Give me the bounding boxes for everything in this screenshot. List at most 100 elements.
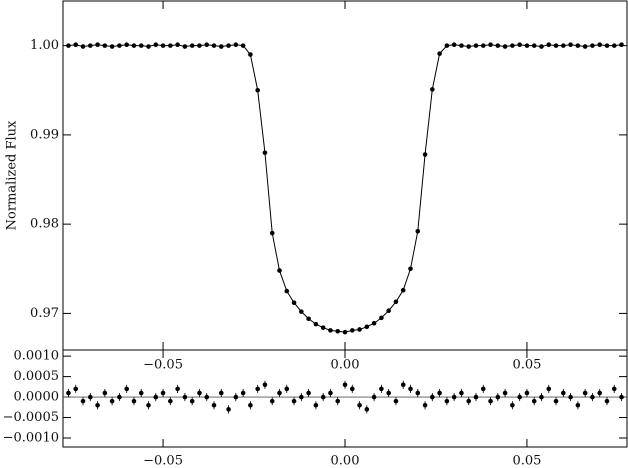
x-tick-label: 0.05 xyxy=(512,358,541,373)
data-point xyxy=(611,386,617,392)
data-point xyxy=(269,230,275,236)
data-point xyxy=(313,321,319,327)
data-point xyxy=(575,43,581,48)
data-point xyxy=(284,288,290,294)
data-point xyxy=(364,407,370,412)
data-point xyxy=(400,382,406,388)
x-tick-label: −0.05 xyxy=(143,358,183,373)
data-point xyxy=(430,87,435,92)
data-point xyxy=(495,43,501,48)
data-point xyxy=(444,43,450,48)
data-point xyxy=(117,394,122,400)
data-point xyxy=(422,402,428,408)
data-point xyxy=(517,394,522,400)
model-line xyxy=(68,44,622,333)
data-point xyxy=(604,398,610,404)
data-point xyxy=(175,42,180,48)
data-point xyxy=(131,398,137,404)
data-point xyxy=(66,43,71,48)
data-point xyxy=(284,386,290,392)
data-point xyxy=(262,150,268,156)
data-point xyxy=(408,266,413,272)
data-point xyxy=(553,398,559,404)
data-point xyxy=(510,43,515,48)
data-point xyxy=(393,299,399,305)
data-point xyxy=(73,386,79,392)
data-point xyxy=(109,44,115,49)
data-point xyxy=(408,386,413,392)
data-point xyxy=(299,309,304,314)
data-point xyxy=(291,300,297,305)
data-point xyxy=(153,394,159,400)
data-point xyxy=(146,44,151,49)
data-point xyxy=(553,43,559,48)
data-point xyxy=(561,390,566,396)
data-point xyxy=(262,382,268,388)
x-tick-label: 0.00 xyxy=(331,454,360,468)
data-point xyxy=(495,394,501,400)
data-point xyxy=(524,390,530,396)
data-point xyxy=(299,394,304,400)
data-point xyxy=(582,44,588,49)
y-tick-label: −0.0010 xyxy=(3,430,59,445)
data-point xyxy=(400,287,406,293)
y-tick-label: 0.97 xyxy=(30,306,59,321)
data-point xyxy=(502,390,508,396)
data-point xyxy=(611,43,617,48)
data-point xyxy=(349,386,355,392)
data-point xyxy=(160,43,166,48)
y-tick-label: 0.0010 xyxy=(14,349,60,364)
data-point xyxy=(95,42,100,48)
data-point xyxy=(604,43,610,48)
data-point xyxy=(371,394,377,400)
data-point xyxy=(102,43,108,48)
data-point xyxy=(109,398,115,404)
data-point xyxy=(218,44,224,49)
data-point xyxy=(342,382,348,388)
data-point xyxy=(510,402,515,408)
data-point xyxy=(204,42,210,48)
data-point xyxy=(379,386,384,392)
data-point xyxy=(211,43,217,48)
data-point xyxy=(480,386,486,392)
data-point xyxy=(582,390,588,396)
data-point xyxy=(197,43,202,48)
data-point xyxy=(488,42,493,48)
data-point xyxy=(459,390,464,396)
data-point xyxy=(451,394,457,400)
data-point xyxy=(248,402,253,408)
data-point xyxy=(349,328,355,333)
data-point xyxy=(320,394,326,400)
data-point xyxy=(480,43,486,48)
data-point xyxy=(277,390,282,396)
data-point xyxy=(80,398,86,404)
data-point xyxy=(168,398,173,404)
data-point xyxy=(240,43,246,48)
data-point xyxy=(189,398,195,404)
y-tick-label: 0.0000 xyxy=(14,390,60,405)
data-point xyxy=(466,44,472,49)
data-point xyxy=(437,51,442,56)
data-point xyxy=(379,315,384,321)
data-point xyxy=(102,390,108,396)
data-point xyxy=(415,390,421,396)
data-point xyxy=(153,42,159,48)
data-point xyxy=(597,390,603,396)
data-point xyxy=(415,228,421,234)
data-point xyxy=(204,394,210,400)
data-point xyxy=(226,43,231,48)
data-point xyxy=(444,398,450,404)
data-point xyxy=(269,398,275,404)
y-tick-label: −0.0005 xyxy=(3,410,59,425)
data-point xyxy=(539,394,544,400)
data-point xyxy=(459,43,464,48)
data-point xyxy=(619,42,624,48)
data-point xyxy=(306,390,311,396)
y-tick-label: 0.99 xyxy=(30,127,59,142)
data-point xyxy=(386,390,391,396)
data-point xyxy=(320,325,326,330)
data-point xyxy=(393,398,399,404)
data-point xyxy=(561,43,566,48)
data-point xyxy=(590,394,595,400)
data-point xyxy=(422,152,428,157)
